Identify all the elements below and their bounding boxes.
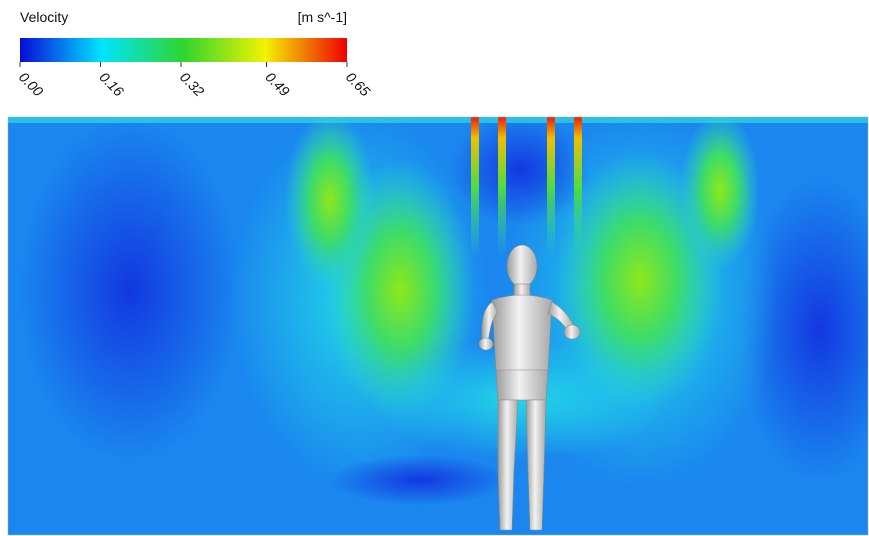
- colorbar-tick-label: 0.49: [262, 69, 293, 100]
- colorbar-tick-label: 0.16: [96, 69, 127, 100]
- chart: Velocity [m s^-1] 0.00 0.16 0.32 0.49 0.65: [0, 0, 869, 536]
- legend-unit: [m s^-1]: [298, 9, 347, 25]
- colorbar-tick-label: 0.32: [177, 69, 208, 100]
- legend-title: Velocity: [20, 9, 68, 25]
- colorbar: [20, 38, 347, 62]
- colorbar-tick-label: 0.65: [343, 69, 374, 100]
- velocity-field: [8, 110, 869, 535]
- colorbar-tick-label: 0.00: [16, 69, 47, 100]
